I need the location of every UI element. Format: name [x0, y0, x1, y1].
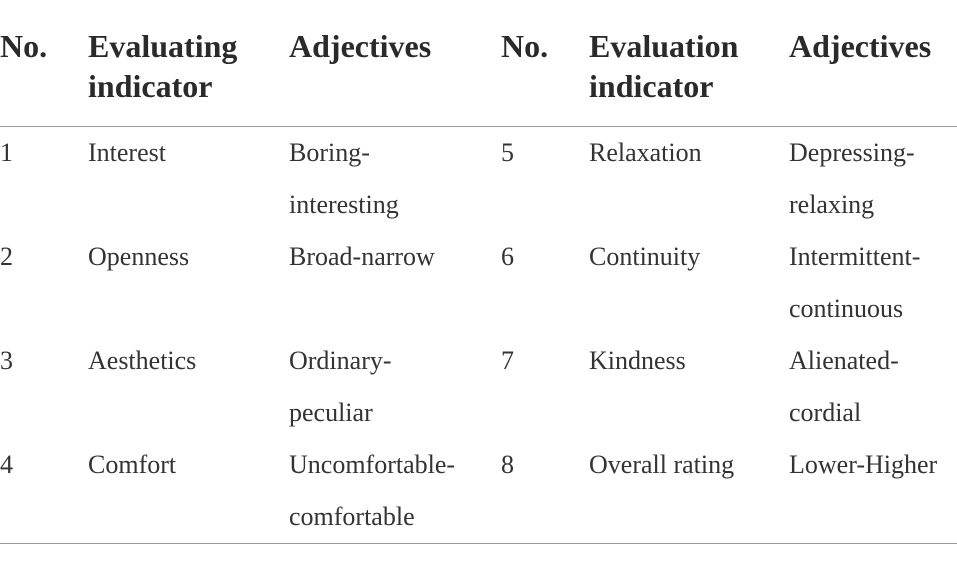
cell-no-right: 8 — [501, 439, 589, 544]
cell-no-right: 7 — [501, 346, 514, 375]
cell-no-left: 2 — [0, 242, 13, 271]
cell-indicator-left: Aesthetics — [88, 346, 197, 375]
header-indicator-right-line: indicator — [589, 68, 714, 104]
adjective-line: comfortable — [289, 502, 415, 531]
evaluation-indicator-table: No. Evaluating indicator Adjectives No. … — [0, 0, 957, 544]
cell-indicator-left: Interest — [88, 138, 166, 167]
adjective-line: Intermittent- — [789, 242, 921, 271]
adjective-line: Boring- — [289, 138, 370, 167]
cell-adjectives-right: Depressing- relaxing — [789, 127, 957, 232]
header-adjectives-right: Adjectives — [789, 0, 957, 127]
header-indicator-left: Evaluating indicator — [88, 0, 289, 127]
cell-no-left: 1 — [0, 138, 13, 167]
cell-adjectives-right: Alienated- cordial — [789, 335, 957, 439]
header-adjectives-left: Adjectives — [289, 0, 501, 127]
header-indicator-right-line: Evaluation — [589, 28, 739, 64]
cell-indicator-left: Openness — [88, 242, 190, 271]
cell-adjectives-left: Boring- interesting — [289, 127, 501, 232]
header-no-right: No. — [501, 0, 589, 127]
adjective-line: continuous — [789, 294, 904, 323]
cell-adjectives-left: Broad-narrow — [289, 231, 501, 335]
cell-indicator-left: Comfort — [88, 439, 289, 544]
cell-adjectives-left: Uncomfortable- comfortable — [289, 439, 501, 544]
header-indicator-left-line: Evaluating — [88, 28, 238, 64]
header-indicator-right: Evaluation indicator — [589, 0, 789, 127]
table-row: 1 Interest Boring- interesting 5 Relaxat… — [0, 127, 957, 232]
adjective-line: Alienated- — [789, 346, 899, 375]
adjective-line: Depressing- — [789, 138, 915, 167]
cell-indicator-right: Overall rating — [589, 439, 789, 544]
adjective-line: interesting — [289, 190, 399, 219]
header-no-left: No. — [0, 0, 88, 127]
adjective-line: peculiar — [289, 398, 373, 427]
cell-indicator-right: Continuity — [589, 242, 701, 271]
cell-adjectives-left: Ordinary- peculiar — [289, 335, 501, 439]
table-row: 4 Comfort Uncomfortable- comfortable 8 O… — [0, 439, 957, 544]
cell-adjectives-right: Lower-Higher — [789, 439, 957, 544]
cell-no-left: 3 — [0, 346, 13, 375]
cell-indicator-right: Kindness — [589, 346, 686, 375]
adjective-line: Uncomfortable- — [289, 450, 456, 479]
header-indicator-left-line: indicator — [88, 68, 213, 104]
table-row: 2 Openness Broad-narrow 6 Continuity Int… — [0, 231, 957, 335]
adjective-line: cordial — [789, 398, 862, 427]
adjective-line: relaxing — [789, 190, 875, 219]
table-row: 3 Aesthetics Ordinary- peculiar 7 Kindne… — [0, 335, 957, 439]
cell-indicator-right: Relaxation — [589, 138, 702, 167]
header-row: No. Evaluating indicator Adjectives No. … — [0, 0, 957, 127]
cell-no-left: 4 — [0, 439, 88, 544]
cell-no-right: 6 — [501, 242, 514, 271]
cell-adjectives-right: Intermittent- continuous — [789, 231, 957, 335]
table-body: 1 Interest Boring- interesting 5 Relaxat… — [0, 127, 957, 544]
cell-no-right: 5 — [501, 138, 514, 167]
adjective-line: Ordinary- — [289, 346, 392, 375]
adjective-line: Broad-narrow — [289, 242, 435, 271]
adjective-line: Lower-Higher — [789, 450, 938, 479]
